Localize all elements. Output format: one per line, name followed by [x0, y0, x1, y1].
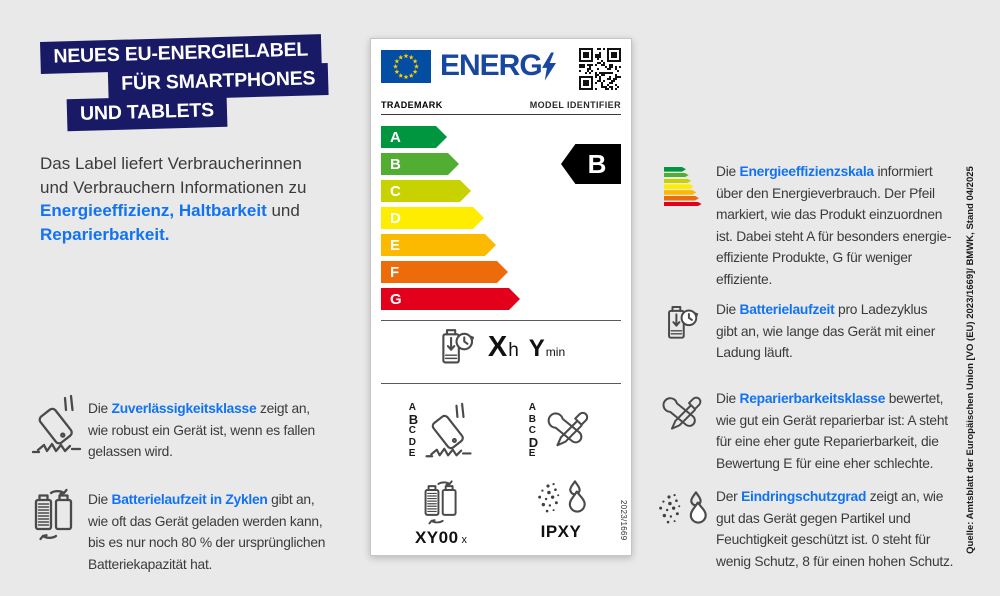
battery-clock-icon [442, 329, 474, 364]
cycles-suffix: x [461, 534, 468, 546]
ingress-protection-icon [656, 489, 708, 531]
hours-unit: h [508, 339, 519, 361]
battery-cycles-value: XY00 x [415, 528, 467, 548]
scale-arrow-B: B [381, 153, 459, 175]
regulation-number: 2023/1669 [619, 500, 628, 541]
scale-arrow-D: D [381, 207, 484, 229]
falling-phone-icon [425, 402, 472, 458]
energ-logo: ENERG [440, 49, 556, 83]
repairability-text: Die Reparierbarkeitsklasse bewertet, wie … [716, 391, 948, 471]
reliability-text: Die Zuverlässigkeitsklasse zeigt an, wie … [88, 401, 315, 459]
efficiency-text: Die Energieeffizienzskala informiert über… [716, 164, 952, 287]
ip-rating-cell: IPXY [501, 474, 621, 548]
ip-code: IPXY [540, 522, 582, 541]
eu-flag-icon [381, 50, 431, 83]
scale-arrow-F: F [381, 261, 508, 283]
qr-code-icon [579, 48, 621, 90]
cycles-number: XY00 [414, 528, 459, 547]
repair-tools-icon [660, 391, 706, 439]
battery-cycle-icon [424, 480, 457, 525]
scale-arrow-E: E [381, 234, 496, 256]
rating-pointer: B [561, 144, 621, 184]
lightning-bolt-icon [541, 52, 556, 80]
trademark-row: TRADEMARK MODEL IDENTIFIER [381, 100, 621, 115]
hours-value: X [487, 330, 508, 363]
energy-scale-icon [664, 167, 702, 207]
falling-phone-icon [32, 394, 82, 456]
battery-cycles-cell: XY00 x [381, 474, 501, 548]
battery-life-row: X h Y min [381, 321, 621, 373]
battery-life-value: X h Y min [488, 331, 565, 364]
repair-tools-icon [547, 411, 589, 447]
scale-arrow-A: A [381, 126, 447, 148]
ingress-protection-icon [538, 480, 586, 513]
trademark-label: TRADEMARK [381, 100, 443, 110]
scale-arrow-G: G [381, 288, 520, 310]
divider [381, 320, 621, 321]
minutes-unit: min [545, 344, 566, 359]
ingress-protection-text: Der Eindringschutzgrad zeigt an, wie gut … [716, 489, 954, 569]
headline: NEUES EU-ENERGIELABEL FÜR SMARTPHONES UN… [40, 33, 373, 142]
energ-text: ENERG [440, 49, 543, 82]
label-header: ENERG [381, 47, 621, 93]
scale-arrow-C: C [381, 180, 471, 202]
headline-line-3: UND TABLETS [66, 94, 228, 132]
battery-life-text: Die Batterielaufzeit pro Ladezyklus gibt … [716, 302, 936, 360]
source-credit: Quelle: Amtsblatt der Europäischen Union… [965, 166, 976, 554]
battery-cycles-text: Die Batterielaufzeit in Zyklen gibt an, w… [88, 492, 326, 572]
battery-clock-icon [663, 302, 701, 344]
divider [381, 383, 621, 384]
minutes-value: Y [528, 334, 545, 362]
intro-paragraph: Das Label liefert Verbraucherinnen und Ve… [40, 154, 307, 244]
rating-letter: B [587, 148, 607, 179]
model-identifier-label: MODEL IDENTIFIER [529, 100, 621, 110]
battery-cycle-icon [30, 486, 78, 542]
ip-rating-value: IPXY [541, 522, 582, 542]
